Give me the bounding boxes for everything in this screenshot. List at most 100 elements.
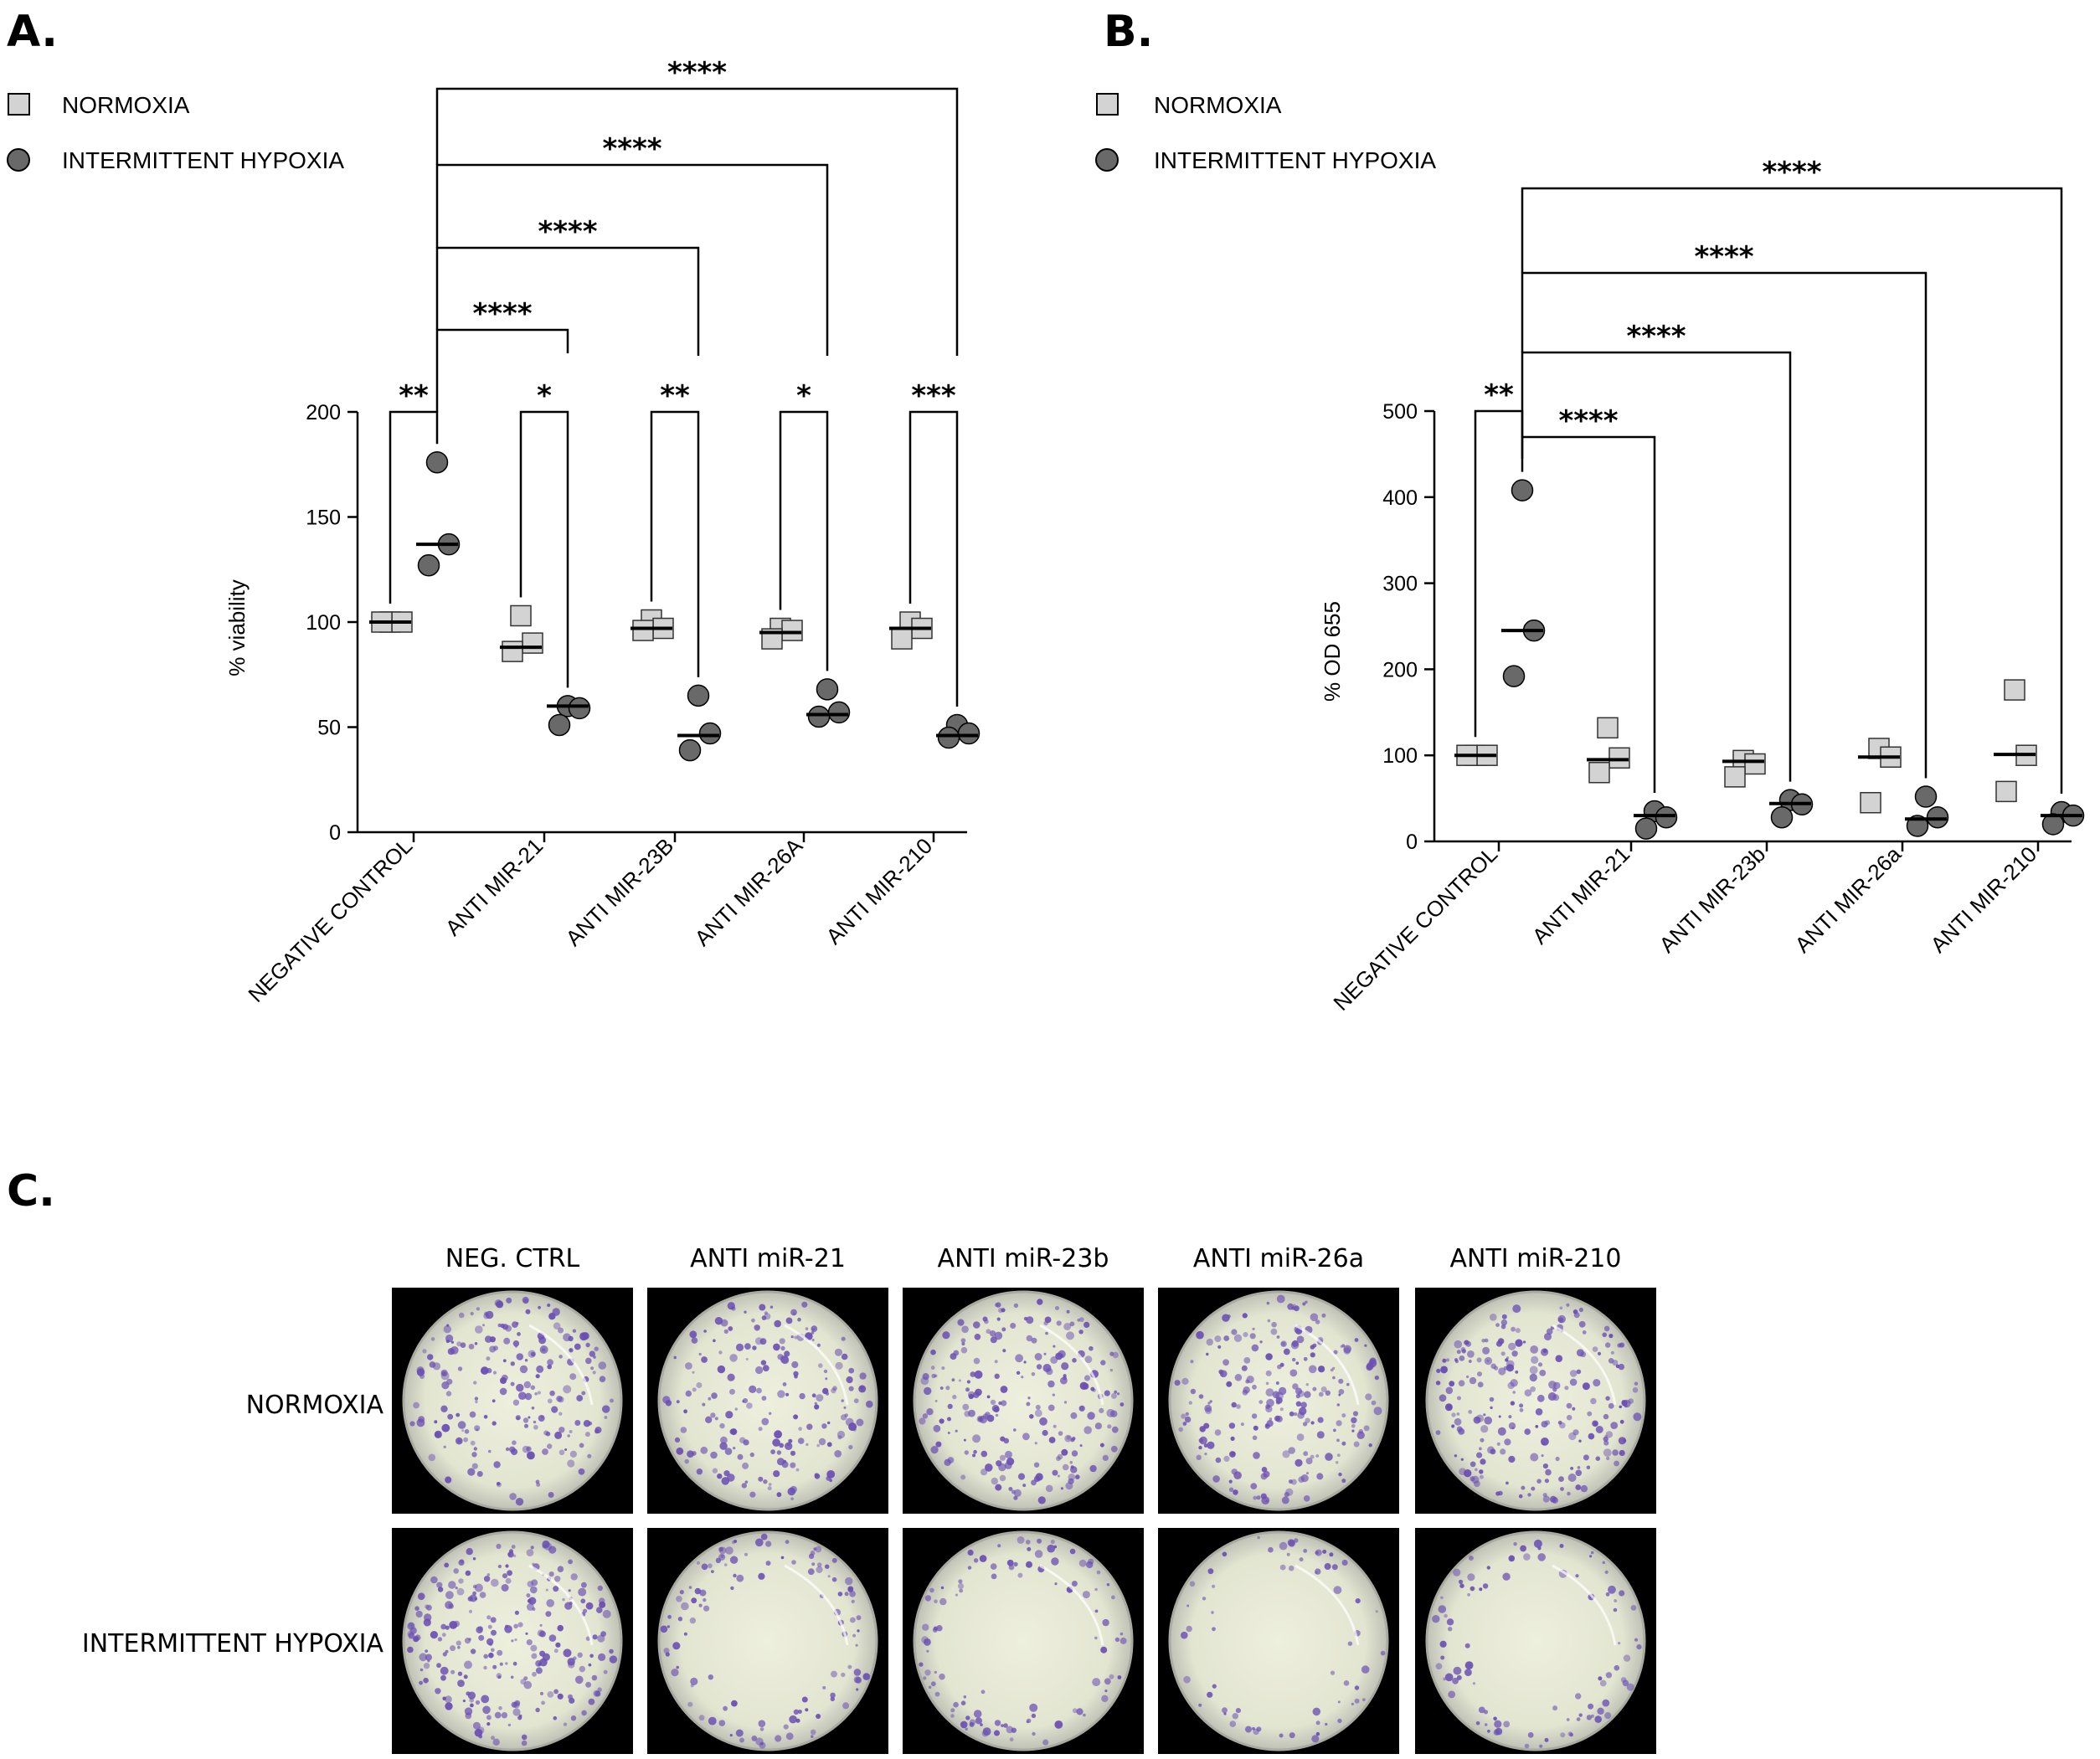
colony [1042, 1429, 1048, 1437]
colony [1444, 1403, 1453, 1412]
colony [1351, 1417, 1357, 1424]
colony [534, 1392, 538, 1396]
colony [512, 1708, 521, 1716]
colony [785, 1732, 794, 1741]
significance-label: * [537, 379, 552, 413]
colony [1259, 1340, 1263, 1344]
colony [602, 1609, 611, 1618]
significance-label: ** [1484, 378, 1514, 412]
colony [810, 1551, 816, 1556]
colony [720, 1436, 728, 1444]
data-point-normoxia [502, 640, 523, 662]
colony [1572, 1407, 1576, 1411]
colony [996, 1317, 1001, 1321]
colony [731, 1306, 736, 1311]
colony [798, 1427, 802, 1431]
colony [479, 1592, 486, 1598]
colony [770, 1449, 775, 1454]
colony [947, 1403, 953, 1409]
colony [1245, 1726, 1252, 1733]
colony [776, 1492, 782, 1498]
significance-label: **** [538, 215, 597, 249]
colony [1518, 1494, 1523, 1499]
colony [751, 1736, 758, 1741]
colony [797, 1710, 802, 1714]
colony [1519, 1407, 1524, 1412]
plate-glare [528, 1564, 594, 1646]
colony [758, 1476, 764, 1482]
colony [1303, 1451, 1309, 1457]
colony [497, 1323, 502, 1328]
colony [610, 1398, 614, 1403]
colony [1090, 1386, 1095, 1391]
colony [679, 1590, 684, 1595]
colony [1438, 1605, 1447, 1613]
colony [816, 1566, 823, 1573]
colony [570, 1573, 578, 1581]
plate-glare [1552, 1324, 1617, 1406]
colony [1268, 1546, 1274, 1553]
colony [1294, 1387, 1303, 1395]
colony [1196, 1454, 1202, 1461]
colony [856, 1418, 864, 1427]
colony [1320, 1386, 1327, 1392]
colony [1050, 1356, 1058, 1364]
colony [1288, 1447, 1295, 1454]
colony [1614, 1599, 1618, 1602]
colony [1047, 1404, 1055, 1412]
colony [1590, 1397, 1597, 1405]
colony [1552, 1705, 1558, 1711]
colony [1256, 1495, 1261, 1500]
colony [1013, 1495, 1018, 1500]
colony [1604, 1570, 1608, 1574]
colony [1094, 1636, 1098, 1640]
colony [1510, 1379, 1518, 1387]
colony [496, 1543, 502, 1550]
colony [832, 1386, 837, 1391]
colony [472, 1591, 476, 1596]
colony [835, 1361, 843, 1370]
colony [1608, 1402, 1614, 1409]
colony [1529, 1366, 1538, 1375]
colony [1310, 1352, 1315, 1358]
colony [1100, 1646, 1108, 1654]
colony [1071, 1581, 1078, 1587]
colony [1072, 1708, 1078, 1714]
colony [1231, 1329, 1238, 1335]
legend-hypoxia-circle-icon [1095, 148, 1119, 172]
stained-colonies [407, 1540, 618, 1746]
colony [509, 1493, 517, 1500]
colony [491, 1629, 497, 1636]
colony [760, 1533, 768, 1540]
colony [575, 1675, 584, 1684]
colony [1214, 1429, 1222, 1436]
colony [1228, 1479, 1233, 1484]
colony [1292, 1383, 1299, 1390]
colony [497, 1482, 501, 1486]
colony [1223, 1335, 1230, 1341]
x-category-label: ANTI MIR-23b [1655, 841, 1771, 958]
colony [1332, 1366, 1336, 1370]
colony [1527, 1493, 1531, 1497]
colony [602, 1405, 610, 1413]
colony [995, 1413, 999, 1417]
colony [922, 1623, 929, 1631]
colony [1364, 1344, 1367, 1347]
colony [437, 1587, 444, 1592]
colony [813, 1547, 817, 1551]
colony [1489, 1396, 1495, 1402]
colony [795, 1468, 800, 1472]
colony [834, 1348, 843, 1356]
colony [530, 1644, 538, 1652]
colony [1610, 1350, 1614, 1355]
colony [718, 1720, 726, 1726]
colony [493, 1461, 501, 1468]
colony [773, 1470, 780, 1478]
colony [1310, 1454, 1315, 1459]
colony [734, 1407, 738, 1411]
colony [1112, 1351, 1119, 1359]
colony [1575, 1469, 1583, 1477]
colony [547, 1364, 552, 1370]
colony [1523, 1340, 1526, 1344]
colony [1174, 1380, 1181, 1386]
